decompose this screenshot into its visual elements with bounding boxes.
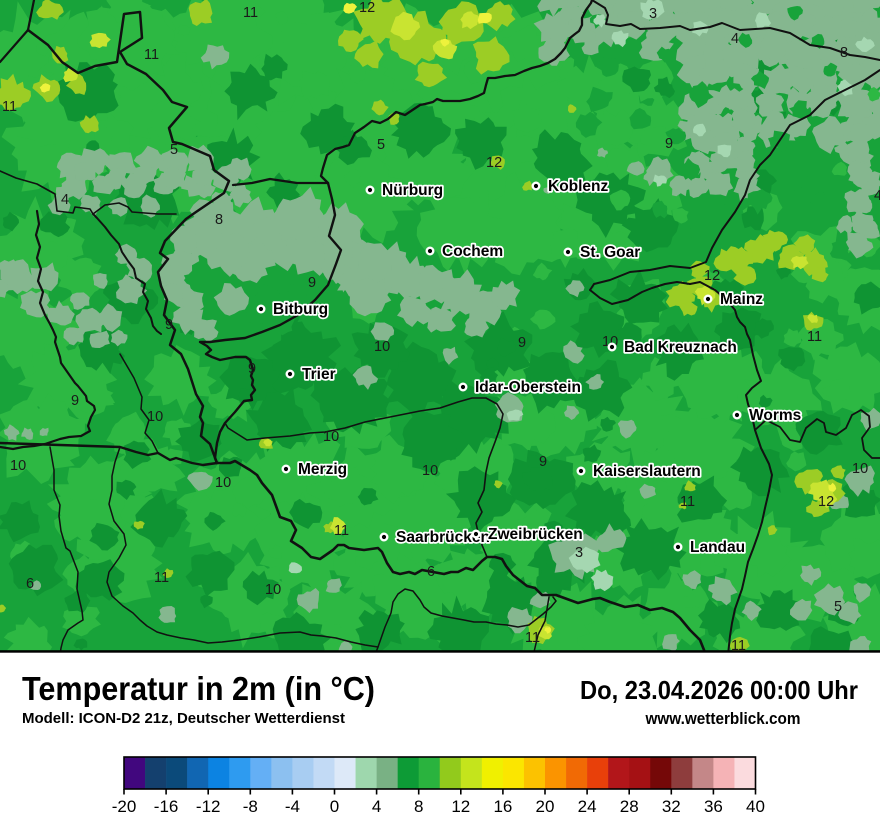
svg-text:10: 10 (147, 409, 163, 425)
svg-text:-8: -8 (243, 797, 258, 816)
svg-text:4: 4 (731, 31, 739, 47)
svg-text:Modell: ICON-D2 21z, Deutscher: Modell: ICON-D2 21z, Deutscher Wetterdie… (22, 710, 345, 727)
svg-text:3: 3 (575, 545, 583, 561)
svg-text:11: 11 (680, 494, 695, 510)
svg-text:6: 6 (26, 576, 34, 592)
svg-text:Temperatur in 2m (in °C): Temperatur in 2m (in °C) (22, 670, 375, 707)
svg-text:Kaiserslautern: Kaiserslautern (593, 463, 701, 480)
svg-text:8: 8 (840, 45, 848, 61)
svg-text:-16: -16 (154, 797, 179, 816)
svg-text:10: 10 (265, 582, 281, 598)
svg-text:0: 0 (330, 797, 339, 816)
svg-text:11: 11 (154, 570, 169, 586)
svg-text:Nürburg: Nürburg (382, 182, 443, 199)
svg-text:-12: -12 (196, 797, 221, 816)
svg-text:11: 11 (525, 630, 540, 646)
svg-text:3: 3 (649, 6, 657, 22)
svg-text:Saarbrücken: Saarbrücken (396, 529, 490, 546)
svg-text:10: 10 (323, 429, 339, 445)
svg-text:St. Goar: St. Goar (580, 244, 640, 261)
svg-text:Worms: Worms (749, 407, 801, 424)
svg-text:12: 12 (818, 494, 834, 510)
svg-text:36: 36 (704, 797, 723, 816)
svg-text:24: 24 (578, 797, 597, 816)
svg-text:11: 11 (144, 47, 159, 63)
svg-text:10: 10 (852, 461, 868, 477)
svg-text:4: 4 (874, 188, 880, 204)
svg-text:Idar-Oberstein: Idar-Oberstein (475, 379, 581, 396)
svg-text:12: 12 (359, 0, 375, 16)
svg-text:Trier: Trier (302, 366, 336, 383)
svg-text:5: 5 (170, 142, 178, 158)
svg-text:9: 9 (308, 275, 316, 291)
svg-text:5: 5 (377, 137, 385, 153)
svg-text:12: 12 (704, 268, 720, 284)
svg-text:28: 28 (620, 797, 639, 816)
svg-text:32: 32 (662, 797, 681, 816)
svg-text:Mainz: Mainz (720, 291, 763, 308)
svg-text:10: 10 (215, 475, 231, 491)
svg-text:Bad Kreuznach: Bad Kreuznach (624, 339, 737, 356)
svg-text:-4: -4 (285, 797, 300, 816)
svg-text:Bitburg: Bitburg (273, 301, 328, 318)
svg-text:Landau: Landau (690, 539, 745, 556)
svg-text:11: 11 (2, 99, 17, 115)
svg-text:9: 9 (518, 335, 526, 351)
svg-text:11: 11 (731, 638, 746, 654)
svg-text:11: 11 (243, 5, 258, 21)
svg-text:12: 12 (451, 797, 470, 816)
svg-text:9: 9 (665, 136, 673, 152)
svg-text:10: 10 (374, 339, 390, 355)
svg-text:Do, 23.04.2026 00:00 Uhr: Do, 23.04.2026 00:00 Uhr (580, 675, 858, 705)
svg-text:Koblenz: Koblenz (548, 178, 609, 195)
svg-text:9: 9 (165, 317, 173, 333)
svg-text:5: 5 (834, 599, 842, 615)
svg-text:Zweibrücken: Zweibrücken (488, 526, 583, 543)
svg-text:9: 9 (71, 393, 79, 409)
svg-text:6: 6 (427, 564, 435, 580)
svg-text:-20: -20 (112, 797, 137, 816)
svg-text:9: 9 (539, 454, 547, 470)
svg-text:8: 8 (215, 212, 223, 228)
svg-text:40: 40 (746, 797, 765, 816)
svg-text:10: 10 (10, 458, 26, 474)
svg-text:11: 11 (334, 523, 349, 539)
svg-text:20: 20 (536, 797, 555, 816)
svg-text:10: 10 (422, 463, 438, 479)
svg-text:4: 4 (61, 192, 69, 208)
svg-text:4: 4 (372, 797, 381, 816)
svg-text:16: 16 (493, 797, 512, 816)
svg-text:www.wetterblick.com: www.wetterblick.com (645, 709, 801, 728)
svg-text:11: 11 (807, 329, 822, 345)
svg-text:Cochem: Cochem (442, 243, 503, 260)
svg-text:12: 12 (486, 155, 502, 171)
svg-text:8: 8 (414, 797, 423, 816)
svg-text:Merzig: Merzig (298, 461, 347, 478)
svg-text:9: 9 (248, 361, 256, 377)
